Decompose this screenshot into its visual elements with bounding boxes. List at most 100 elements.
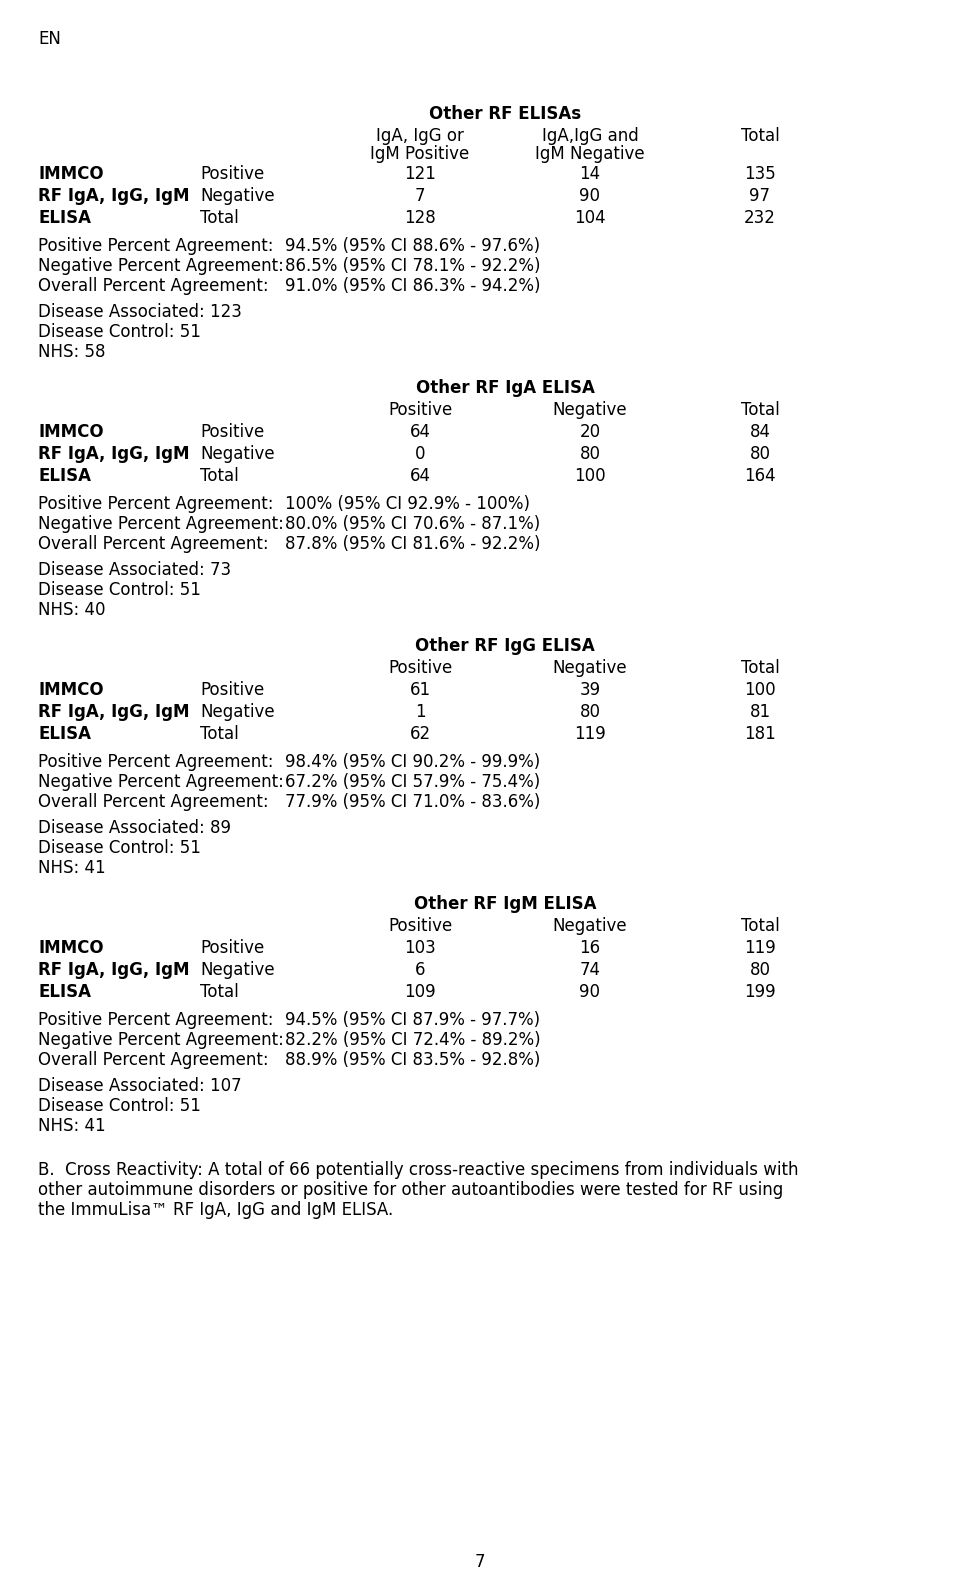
Text: Disease Control: 51: Disease Control: 51	[38, 840, 201, 857]
Text: Positive Percent Agreement:: Positive Percent Agreement:	[38, 495, 274, 512]
Text: 232: 232	[744, 209, 776, 228]
Text: Positive: Positive	[388, 917, 452, 934]
Text: NHS: 41: NHS: 41	[38, 858, 106, 877]
Text: IMMCO: IMMCO	[38, 164, 104, 183]
Text: Overall Percent Agreement:: Overall Percent Agreement:	[38, 1051, 269, 1069]
Text: Other RF ELISAs: Other RF ELISAs	[429, 104, 581, 123]
Text: 67.2% (95% CI 57.9% - 75.4%): 67.2% (95% CI 57.9% - 75.4%)	[285, 773, 540, 790]
Text: the ImmuLisa™ RF IgA, IgG and IgM ELISA.: the ImmuLisa™ RF IgA, IgG and IgM ELISA.	[38, 1202, 394, 1219]
Text: Disease Control: 51: Disease Control: 51	[38, 323, 201, 341]
Text: 39: 39	[580, 681, 601, 699]
Text: 7: 7	[475, 1553, 485, 1572]
Text: 20: 20	[580, 424, 601, 441]
Text: 81: 81	[750, 704, 771, 721]
Text: RF IgA, IgG, IgM: RF IgA, IgG, IgM	[38, 961, 189, 979]
Text: Negative Percent Agreement:: Negative Percent Agreement:	[38, 258, 284, 275]
Text: 7: 7	[415, 187, 425, 206]
Text: 100: 100	[574, 466, 606, 485]
Text: IMMCO: IMMCO	[38, 939, 104, 957]
Text: 87.8% (95% CI 81.6% - 92.2%): 87.8% (95% CI 81.6% - 92.2%)	[285, 534, 540, 553]
Text: B.  Cross Reactivity: A total of 66 potentially cross-reactive specimens from in: B. Cross Reactivity: A total of 66 poten…	[38, 1160, 799, 1179]
Text: IMMCO: IMMCO	[38, 424, 104, 441]
Text: 6: 6	[415, 961, 425, 979]
Text: 80: 80	[750, 961, 771, 979]
Text: Other RF IgG ELISA: Other RF IgG ELISA	[415, 637, 595, 655]
Text: 109: 109	[404, 983, 436, 1001]
Text: ELISA: ELISA	[38, 466, 91, 485]
Text: Negative: Negative	[553, 402, 627, 419]
Text: Negative Percent Agreement:: Negative Percent Agreement:	[38, 1031, 284, 1050]
Text: Positive Percent Agreement:: Positive Percent Agreement:	[38, 1010, 274, 1029]
Text: 100% (95% CI 92.9% - 100%): 100% (95% CI 92.9% - 100%)	[285, 495, 530, 512]
Text: Negative: Negative	[553, 917, 627, 934]
Text: 199: 199	[744, 983, 776, 1001]
Text: Total: Total	[200, 466, 239, 485]
Text: 80.0% (95% CI 70.6% - 87.1%): 80.0% (95% CI 70.6% - 87.1%)	[285, 515, 540, 533]
Text: 104: 104	[574, 209, 606, 228]
Text: Negative: Negative	[200, 444, 275, 463]
Text: 88.9% (95% CI 83.5% - 92.8%): 88.9% (95% CI 83.5% - 92.8%)	[285, 1051, 540, 1069]
Text: 80: 80	[750, 444, 771, 463]
Text: 91.0% (95% CI 86.3% - 94.2%): 91.0% (95% CI 86.3% - 94.2%)	[285, 277, 540, 296]
Text: 119: 119	[744, 939, 776, 957]
Text: Disease Control: 51: Disease Control: 51	[38, 1097, 201, 1115]
Text: 98.4% (95% CI 90.2% - 99.9%): 98.4% (95% CI 90.2% - 99.9%)	[285, 753, 540, 772]
Text: IgA,IgG and: IgA,IgG and	[541, 126, 638, 145]
Text: Overall Percent Agreement:: Overall Percent Agreement:	[38, 794, 269, 811]
Text: Total: Total	[740, 917, 780, 934]
Text: Other RF IgM ELISA: Other RF IgM ELISA	[414, 895, 596, 912]
Text: ELISA: ELISA	[38, 983, 91, 1001]
Text: Positive: Positive	[388, 402, 452, 419]
Text: 74: 74	[580, 961, 601, 979]
Text: Negative Percent Agreement:: Negative Percent Agreement:	[38, 773, 284, 790]
Text: 84: 84	[750, 424, 771, 441]
Text: NHS: 41: NHS: 41	[38, 1118, 106, 1135]
Text: Negative: Negative	[553, 659, 627, 677]
Text: Negative Percent Agreement:: Negative Percent Agreement:	[38, 515, 284, 533]
Text: Disease Control: 51: Disease Control: 51	[38, 580, 201, 599]
Text: 181: 181	[744, 726, 776, 743]
Text: 61: 61	[409, 681, 431, 699]
Text: 64: 64	[410, 466, 430, 485]
Text: ELISA: ELISA	[38, 726, 91, 743]
Text: 100: 100	[744, 681, 776, 699]
Text: Total: Total	[200, 983, 239, 1001]
Text: Disease Associated: 73: Disease Associated: 73	[38, 561, 231, 579]
Text: ELISA: ELISA	[38, 209, 91, 228]
Text: Negative: Negative	[200, 187, 275, 206]
Text: Positive Percent Agreement:: Positive Percent Agreement:	[38, 753, 274, 772]
Text: 103: 103	[404, 939, 436, 957]
Text: Positive: Positive	[200, 939, 264, 957]
Text: 86.5% (95% CI 78.1% - 92.2%): 86.5% (95% CI 78.1% - 92.2%)	[285, 258, 540, 275]
Text: 164: 164	[744, 466, 776, 485]
Text: IgA, IgG or: IgA, IgG or	[376, 126, 464, 145]
Text: NHS: 40: NHS: 40	[38, 601, 106, 620]
Text: Total: Total	[740, 126, 780, 145]
Text: 80: 80	[580, 704, 601, 721]
Text: Negative: Negative	[200, 961, 275, 979]
Text: Overall Percent Agreement:: Overall Percent Agreement:	[38, 277, 269, 296]
Text: other autoimmune disorders or positive for other autoantibodies were tested for : other autoimmune disorders or positive f…	[38, 1181, 783, 1198]
Text: RF IgA, IgG, IgM: RF IgA, IgG, IgM	[38, 444, 189, 463]
Text: 1: 1	[415, 704, 425, 721]
Text: Disease Associated: 123: Disease Associated: 123	[38, 304, 242, 321]
Text: 0: 0	[415, 444, 425, 463]
Text: Overall Percent Agreement:: Overall Percent Agreement:	[38, 534, 269, 553]
Text: Positive: Positive	[200, 164, 264, 183]
Text: IMMCO: IMMCO	[38, 681, 104, 699]
Text: 14: 14	[580, 164, 601, 183]
Text: 94.5% (95% CI 87.9% - 97.7%): 94.5% (95% CI 87.9% - 97.7%)	[285, 1010, 540, 1029]
Text: 90: 90	[580, 983, 601, 1001]
Text: 97: 97	[750, 187, 771, 206]
Text: Disease Associated: 107: Disease Associated: 107	[38, 1077, 242, 1096]
Text: Negative: Negative	[200, 704, 275, 721]
Text: Disease Associated: 89: Disease Associated: 89	[38, 819, 231, 836]
Text: IgM Positive: IgM Positive	[371, 145, 469, 163]
Text: RF IgA, IgG, IgM: RF IgA, IgG, IgM	[38, 704, 189, 721]
Text: 135: 135	[744, 164, 776, 183]
Text: Positive Percent Agreement:: Positive Percent Agreement:	[38, 237, 274, 255]
Text: IgM Negative: IgM Negative	[535, 145, 645, 163]
Text: Total: Total	[200, 209, 239, 228]
Text: Other RF IgA ELISA: Other RF IgA ELISA	[416, 379, 594, 397]
Text: EN: EN	[38, 30, 60, 47]
